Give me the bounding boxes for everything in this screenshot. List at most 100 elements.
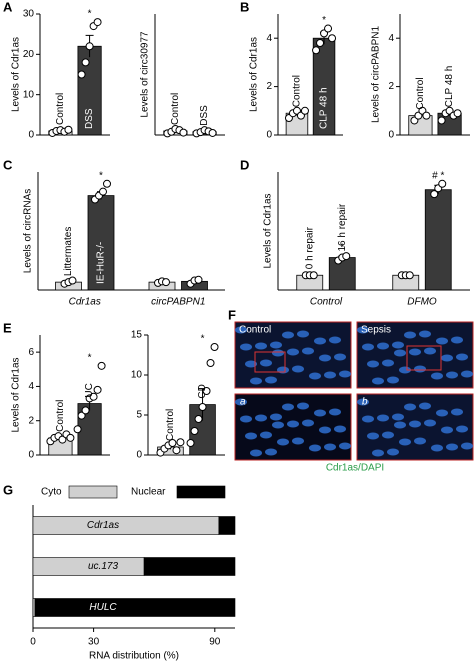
bar-segment [34, 598, 236, 617]
nucleus [235, 398, 247, 406]
data-point [97, 361, 106, 370]
nucleus [409, 348, 421, 356]
nucleus [314, 409, 326, 417]
nucleus [441, 426, 453, 434]
category-label: Cdr1as [87, 520, 119, 531]
nucleus [377, 414, 389, 422]
y-tick-label: 4 [28, 381, 34, 392]
legend-label: Nuclear [131, 487, 166, 498]
nucleus [367, 432, 379, 440]
nucleus [382, 431, 394, 439]
nucleus [431, 372, 443, 380]
nucleus [377, 342, 389, 350]
panel-letter: G [3, 482, 13, 497]
bar [87, 195, 115, 291]
x-tick-label: 90 [209, 637, 221, 648]
inset-label: b [362, 397, 368, 408]
inset-box [406, 345, 442, 371]
nucleus [302, 347, 314, 355]
group-label: Cdr1as [69, 297, 101, 308]
y-tick-label: 0 [388, 130, 394, 141]
data-point [77, 70, 86, 79]
significance-marker: # * [432, 170, 444, 181]
y-axis-label: Levels of Cdr1as [11, 37, 22, 112]
nucleus [339, 370, 351, 378]
nucleus [414, 365, 426, 373]
nucleus [392, 341, 404, 349]
data-point [438, 179, 447, 188]
nucleus [456, 425, 468, 433]
panel-letter: F [228, 307, 236, 322]
nucleus [297, 402, 309, 410]
data-point [93, 385, 102, 394]
y-axis-label: Levels of Cdr1as [11, 357, 22, 432]
bar-segment [32, 516, 220, 535]
nucleus [367, 360, 379, 368]
nucleus [404, 403, 416, 411]
data-point [210, 343, 219, 351]
data-point [206, 359, 215, 367]
nucleus [441, 354, 453, 362]
data-point [328, 34, 337, 43]
nucleus [272, 349, 284, 357]
y-tick-label: 5 [136, 410, 142, 421]
nucleus [431, 444, 443, 452]
significance-marker: * [340, 243, 344, 254]
nucleus [461, 370, 473, 378]
legend-swatch [176, 485, 226, 499]
category-label: CD [197, 384, 208, 398]
nucleus [424, 347, 436, 355]
nucleus [282, 403, 294, 411]
data-point [103, 179, 111, 188]
y-axis-label: Levels of circPABPN1 [371, 26, 382, 124]
bar-segment [218, 516, 236, 535]
nucleus [436, 337, 448, 345]
nucleus [451, 408, 463, 416]
nucleus [357, 326, 369, 334]
data-point [176, 438, 185, 447]
nucleus [292, 365, 304, 373]
data-point [77, 411, 86, 420]
y-tick-label: 0 [266, 130, 272, 141]
nucleus [270, 413, 282, 421]
category-label: Littermates [63, 227, 74, 276]
data-point [312, 46, 321, 55]
nucleus [235, 326, 247, 334]
category-label: HULC [89, 602, 117, 613]
nucleus [419, 330, 431, 338]
panel-letter: E [3, 320, 12, 335]
nucleus [414, 437, 426, 445]
y-axis-label: Levels of circ30977 [140, 31, 151, 118]
nucleus [382, 359, 394, 367]
data-point [453, 109, 462, 118]
panel-letter: A [3, 0, 13, 14]
nucleus [250, 377, 262, 385]
y-tick-label: 4 [388, 33, 394, 44]
y-tick-label: 4 [266, 33, 272, 44]
category-label: 16 h repair [337, 203, 348, 251]
nucleus [297, 330, 309, 338]
data-point [190, 427, 199, 435]
data-point [316, 39, 325, 48]
bar-segment [32, 598, 36, 617]
category-label: DSS [199, 105, 210, 126]
data-point [309, 271, 318, 280]
nucleus [302, 419, 314, 427]
y-tick-label: 0 [28, 450, 34, 461]
nucleus [255, 414, 267, 422]
data-point [81, 58, 90, 67]
group-label: circPABPN1 [151, 297, 205, 308]
significance-marker: * [88, 9, 92, 20]
data-point [202, 387, 211, 395]
data-point [93, 18, 102, 27]
category-label: Control [292, 75, 303, 107]
data-point [430, 190, 439, 199]
data-point [73, 425, 82, 434]
nucleus [240, 415, 252, 423]
nucleus [424, 419, 436, 427]
y-tick-label: 2 [388, 81, 394, 92]
nucleus [334, 425, 346, 433]
bar-segment [143, 557, 236, 576]
nucleus [319, 426, 331, 434]
